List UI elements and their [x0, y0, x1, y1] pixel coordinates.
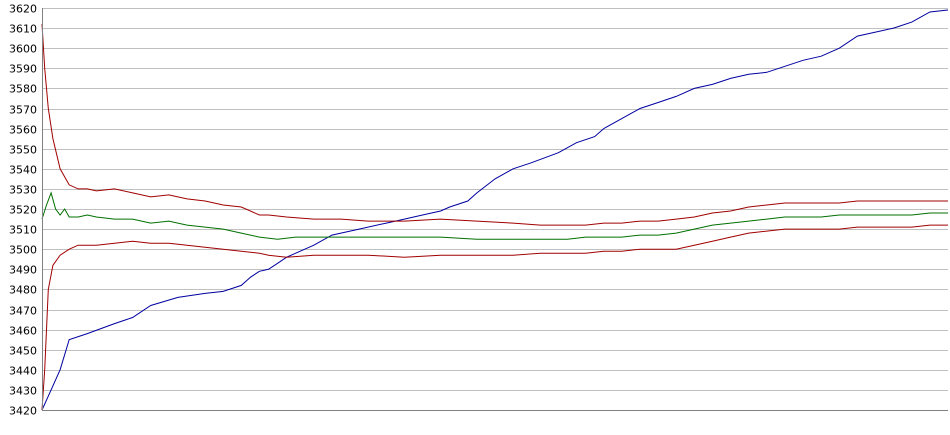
- y-tick-label: 3570: [9, 104, 37, 117]
- series-lines: [41, 9, 949, 411]
- y-tick-label: 3470: [9, 305, 37, 318]
- y-tick-label: 3460: [9, 325, 37, 338]
- y-tick-label: 3500: [9, 244, 37, 257]
- series-line-3: [41, 191, 948, 240]
- y-tick-label: 3520: [9, 204, 37, 217]
- y-tick-label: 3620: [9, 3, 37, 16]
- y-tick-label: 3530: [9, 184, 37, 197]
- y-tick-label: 3440: [9, 365, 37, 378]
- y-tick-label: 3580: [9, 83, 37, 96]
- y-tick-label: 3510: [9, 224, 37, 237]
- y-tick-label: 3490: [9, 264, 37, 277]
- y-tick-label: 3480: [9, 284, 37, 297]
- y-tick-labels: 3620 3610 3600 3590 3580 3570 3560 3550 3540 3530…: [9, 3, 37, 418]
- y-tick-label: 3560: [9, 124, 37, 137]
- series-line-1: [41, 9, 949, 411]
- y-tick-label: 3540: [9, 164, 37, 177]
- y-tick-label: 3600: [9, 43, 37, 56]
- series-line-4: [41, 224, 948, 411]
- y-tick-label: 3610: [9, 23, 37, 36]
- y-tick-label: 3420: [9, 405, 37, 418]
- y-tick-label: 3430: [9, 385, 37, 398]
- y-tick-label: 3450: [9, 345, 37, 358]
- axes: [42, 8, 948, 411]
- series-line-2: [41, 24, 948, 226]
- y-tick-label: 3550: [9, 144, 37, 157]
- grid-lines: [42, 8, 948, 411]
- y-tick-label: 3590: [9, 63, 37, 76]
